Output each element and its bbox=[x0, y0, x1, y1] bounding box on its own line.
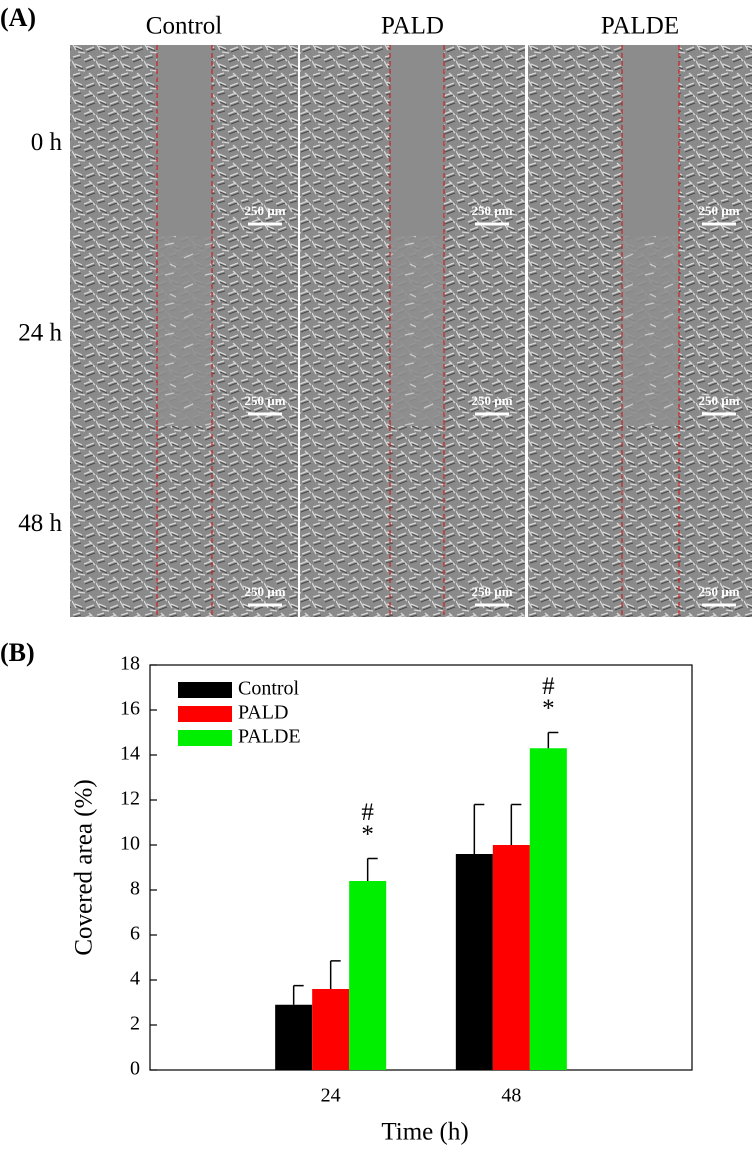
wound-gap bbox=[157, 45, 212, 236]
y-tick-label: 18 bbox=[120, 653, 140, 675]
bar bbox=[455, 854, 493, 1070]
micrographs: Control 250 µm 250 µm 250 µm PALD 250 µm 250 µ… bbox=[18, 13, 752, 617]
y-axis-label: Covered area (%) bbox=[71, 779, 98, 955]
wound-gap bbox=[622, 236, 679, 426]
scale-bar-label: 250 µm bbox=[244, 203, 285, 218]
error-bar bbox=[329, 960, 341, 989]
legend-swatch bbox=[178, 682, 232, 698]
error-bar bbox=[366, 857, 378, 881]
scale-bar-label: 250 µm bbox=[471, 203, 512, 218]
wound-gap bbox=[390, 45, 444, 236]
legend-label: PALDE bbox=[238, 726, 301, 748]
scale-bar-label: 250 µm bbox=[471, 584, 512, 599]
bar bbox=[349, 881, 387, 1070]
scale-bar-label: 250 µm bbox=[244, 393, 285, 408]
bar bbox=[312, 989, 350, 1070]
significance-mark: # bbox=[542, 673, 555, 700]
column-label: PALD bbox=[381, 13, 444, 40]
y-tick-label: 10 bbox=[120, 833, 140, 855]
scale-bar-label: 250 µm bbox=[471, 393, 512, 408]
micrograph bbox=[300, 426, 525, 617]
significance-mark: * bbox=[361, 821, 374, 848]
bar bbox=[275, 1004, 313, 1070]
row-label: 48 h bbox=[18, 510, 62, 537]
error-bar bbox=[547, 731, 559, 749]
y-tick-label: 8 bbox=[130, 878, 140, 900]
y-tick-label: 12 bbox=[120, 788, 140, 810]
scale-bar-label: 250 µm bbox=[698, 584, 739, 599]
plot-frame bbox=[149, 664, 693, 1071]
row-label: 0 h bbox=[31, 129, 63, 156]
legend-label: Control bbox=[238, 678, 300, 700]
bar bbox=[492, 845, 530, 1070]
row-label: 24 h bbox=[18, 320, 62, 347]
x-axis-label: Time (h) bbox=[381, 1119, 468, 1146]
error-bar bbox=[510, 803, 522, 845]
micrograph bbox=[528, 426, 752, 617]
legend-swatch bbox=[178, 706, 232, 722]
y-tick-label: 14 bbox=[120, 743, 140, 765]
legend-swatch bbox=[178, 730, 232, 746]
scale-bar-label: 250 µm bbox=[698, 203, 739, 218]
column-label: PALDE bbox=[601, 13, 679, 40]
significance-mark: # bbox=[361, 799, 374, 826]
scale-bar-label: 250 µm bbox=[698, 393, 739, 408]
panel-label: (A) bbox=[0, 3, 36, 32]
legend-label: PALD bbox=[238, 702, 288, 724]
scale-bar-label: 250 µm bbox=[244, 584, 285, 599]
y-tick-label: 4 bbox=[130, 968, 140, 990]
column-label: Control bbox=[146, 13, 222, 40]
y-tick-label: 16 bbox=[120, 698, 140, 720]
wound-gap bbox=[390, 236, 444, 426]
x-tick-label: 24 bbox=[321, 1085, 341, 1107]
panel-label: (B) bbox=[0, 638, 35, 667]
micrograph bbox=[70, 426, 298, 617]
wound-gap bbox=[157, 236, 212, 426]
bar bbox=[529, 748, 567, 1070]
y-tick-label: 2 bbox=[130, 1013, 140, 1035]
error-bar bbox=[473, 803, 485, 854]
y-tick-label: 0 bbox=[130, 1058, 140, 1080]
significance-mark: * bbox=[542, 695, 555, 722]
y-tick-label: 6 bbox=[130, 923, 140, 945]
wound-gap bbox=[622, 45, 679, 236]
x-tick-label: 48 bbox=[501, 1085, 521, 1107]
error-bar bbox=[292, 984, 304, 1005]
